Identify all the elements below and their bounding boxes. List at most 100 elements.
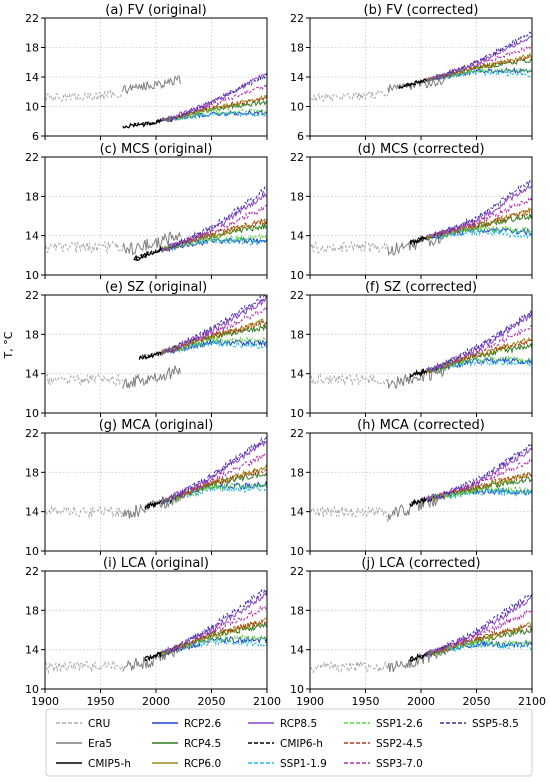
x-tick-label: 2050 bbox=[463, 695, 491, 708]
series-group bbox=[310, 442, 533, 522]
y-tick-label: 10 bbox=[25, 269, 39, 282]
panel-title: (e) SZ (original) bbox=[105, 280, 207, 295]
panel-title: (h) MCA (corrected) bbox=[357, 418, 485, 433]
series-line-ssp3-7-0 bbox=[171, 83, 268, 122]
series-line-ssp3-7-0 bbox=[436, 609, 533, 654]
x-tick-label: 2100 bbox=[253, 695, 281, 708]
series-line-ssp1-2-6 bbox=[436, 224, 533, 239]
legend-item-cmip6-h: CMIP6-h bbox=[248, 738, 323, 750]
x-tick-label: 2100 bbox=[518, 695, 546, 708]
series-line-cmip6-h bbox=[133, 244, 173, 261]
series-line-ssp5-8-5 bbox=[436, 593, 533, 652]
series-line-cmip6-h bbox=[133, 117, 173, 126]
series-group bbox=[310, 310, 533, 389]
series-group bbox=[45, 185, 268, 262]
panel-title: (d) MCS (corrected) bbox=[357, 142, 484, 157]
legend-label: RCP2.6 bbox=[184, 718, 221, 730]
y-tick-label: 18 bbox=[25, 466, 39, 479]
series-line-ssp1-2-6 bbox=[436, 486, 533, 500]
x-tick-label: 2000 bbox=[407, 695, 435, 708]
panel-f-sz-corrected: (f) SZ (corrected) 10 14 18 22 bbox=[290, 280, 533, 420]
y-tick-label: 18 bbox=[290, 466, 304, 479]
y-tick-label: 22 bbox=[25, 289, 39, 302]
legend-label: SSP5-8.5 bbox=[472, 718, 519, 730]
series-line-rcp6-0 bbox=[426, 207, 533, 241]
series-line-ssp5-8-5 bbox=[436, 31, 533, 80]
legend-item-ssp2-4-5: SSP2-4.5 bbox=[344, 738, 423, 750]
series-line-cmip5-h bbox=[144, 651, 163, 662]
series-line-cru bbox=[45, 373, 124, 387]
y-tick-label: 22 bbox=[290, 427, 304, 440]
series-line-era5 bbox=[122, 492, 181, 519]
y-tick-label: 10 bbox=[25, 683, 39, 696]
legend-item-cmip5-h: CMIP5-h bbox=[56, 758, 131, 770]
legend-label: RCP6.0 bbox=[184, 758, 221, 770]
series-line-cmip5-h bbox=[409, 368, 428, 378]
panel-title: (g) MCA (original) bbox=[99, 418, 214, 433]
panel-d-mcs-corrected: (d) MCS (corrected) 10 14 18 22 bbox=[290, 142, 533, 282]
y-tick-label: 18 bbox=[290, 328, 304, 341]
y-tick-label: 18 bbox=[25, 42, 39, 55]
y-tick-label: 10 bbox=[290, 269, 304, 282]
y-tick-label: 14 bbox=[25, 506, 39, 519]
legend-item-ssp3-7-0: SSP3-7.0 bbox=[344, 758, 423, 770]
legend-label: CMIP5-h bbox=[88, 758, 131, 770]
series-line-cmip6-h bbox=[144, 647, 173, 663]
series-line-ssp5-8-5 bbox=[171, 294, 268, 353]
series-line-ssp1-1-9 bbox=[171, 338, 268, 354]
panels: (a) FV (original) 6 10 14 18 22 (b) FV (correc… bbox=[25, 3, 546, 708]
panel-title: (i) LCA (original) bbox=[103, 556, 209, 571]
y-tick-label: 14 bbox=[290, 644, 304, 657]
series-group bbox=[45, 294, 268, 389]
y-tick-label: 18 bbox=[290, 190, 304, 203]
series-line-cmip5-h bbox=[138, 351, 162, 360]
series-group bbox=[310, 179, 533, 257]
panel-j-lca-corrected: (j) LCA (corrected) 10 14 18 22 1900 1950 2000 2… bbox=[290, 556, 546, 708]
panel-title: (a) FV (original) bbox=[105, 3, 206, 18]
y-tick-label: 22 bbox=[25, 151, 39, 164]
y-tick-label: 22 bbox=[290, 565, 304, 578]
y-tick-label: 6 bbox=[32, 130, 39, 143]
series-group bbox=[310, 593, 533, 674]
panel-i-lca-original: (i) LCA (original) 10 14 18 22 1900 1950 2000 20… bbox=[25, 556, 281, 708]
series-line-ssp5-8-5 bbox=[171, 588, 268, 654]
x-tick-label: 1950 bbox=[87, 695, 115, 708]
series-line-ssp1-1-9 bbox=[171, 237, 268, 251]
y-tick-label: 14 bbox=[290, 230, 304, 243]
legend-label: CRU bbox=[88, 718, 110, 730]
series-line-cru bbox=[45, 240, 124, 255]
panel-title: (b) FV (corrected) bbox=[364, 3, 479, 18]
series-line-cru bbox=[310, 505, 388, 518]
y-tick-label: 18 bbox=[290, 42, 304, 55]
series-line-ssp1-1-9 bbox=[436, 487, 533, 501]
y-tick-label: 14 bbox=[25, 71, 39, 84]
y-tick-label: 14 bbox=[290, 368, 304, 381]
series-line-ssp1-2-6 bbox=[436, 638, 533, 655]
panel-e-sz-original: (e) SZ (original) 10 14 18 22 bbox=[25, 280, 268, 420]
series-line-ssp2-4-5 bbox=[171, 619, 268, 652]
y-tick-label: 10 bbox=[290, 545, 304, 558]
y-tick-label: 10 bbox=[25, 407, 39, 420]
legend-item-ssp1-1-9: SSP1-1.9 bbox=[248, 758, 327, 770]
panel-a-fv-original: (a) FV (original) 6 10 14 18 22 bbox=[25, 3, 268, 143]
series-line-ssp2-4-5 bbox=[171, 218, 268, 249]
y-tick-label: 18 bbox=[25, 604, 39, 617]
series-line-rcp8-5 bbox=[426, 313, 533, 372]
series-line-ssp5-8-5 bbox=[436, 442, 533, 499]
legend-label: CMIP6-h bbox=[280, 738, 323, 750]
series-line-rcp8-5 bbox=[426, 35, 533, 82]
x-tick-label: 1900 bbox=[296, 695, 324, 708]
legend-item-rcp6-0: RCP6.0 bbox=[152, 758, 221, 770]
series-line-ssp1-2-6 bbox=[436, 67, 533, 80]
series-line-cru bbox=[311, 90, 389, 104]
y-tick-label: 18 bbox=[290, 604, 304, 617]
panel-title: (j) LCA (corrected) bbox=[361, 556, 480, 571]
series-line-ssp5-8-5 bbox=[171, 73, 268, 120]
x-tick-label: 2050 bbox=[198, 695, 226, 708]
panel-b-fv-corrected: (b) FV (corrected) 6 10 14 18 22 bbox=[290, 3, 533, 143]
y-tick-label: 14 bbox=[290, 71, 304, 84]
panel-title: (c) MCS (original) bbox=[100, 142, 213, 157]
series-line-cru bbox=[45, 504, 124, 519]
series-line-ssp1-1-9 bbox=[436, 227, 533, 240]
y-tick-label: 22 bbox=[290, 289, 304, 302]
